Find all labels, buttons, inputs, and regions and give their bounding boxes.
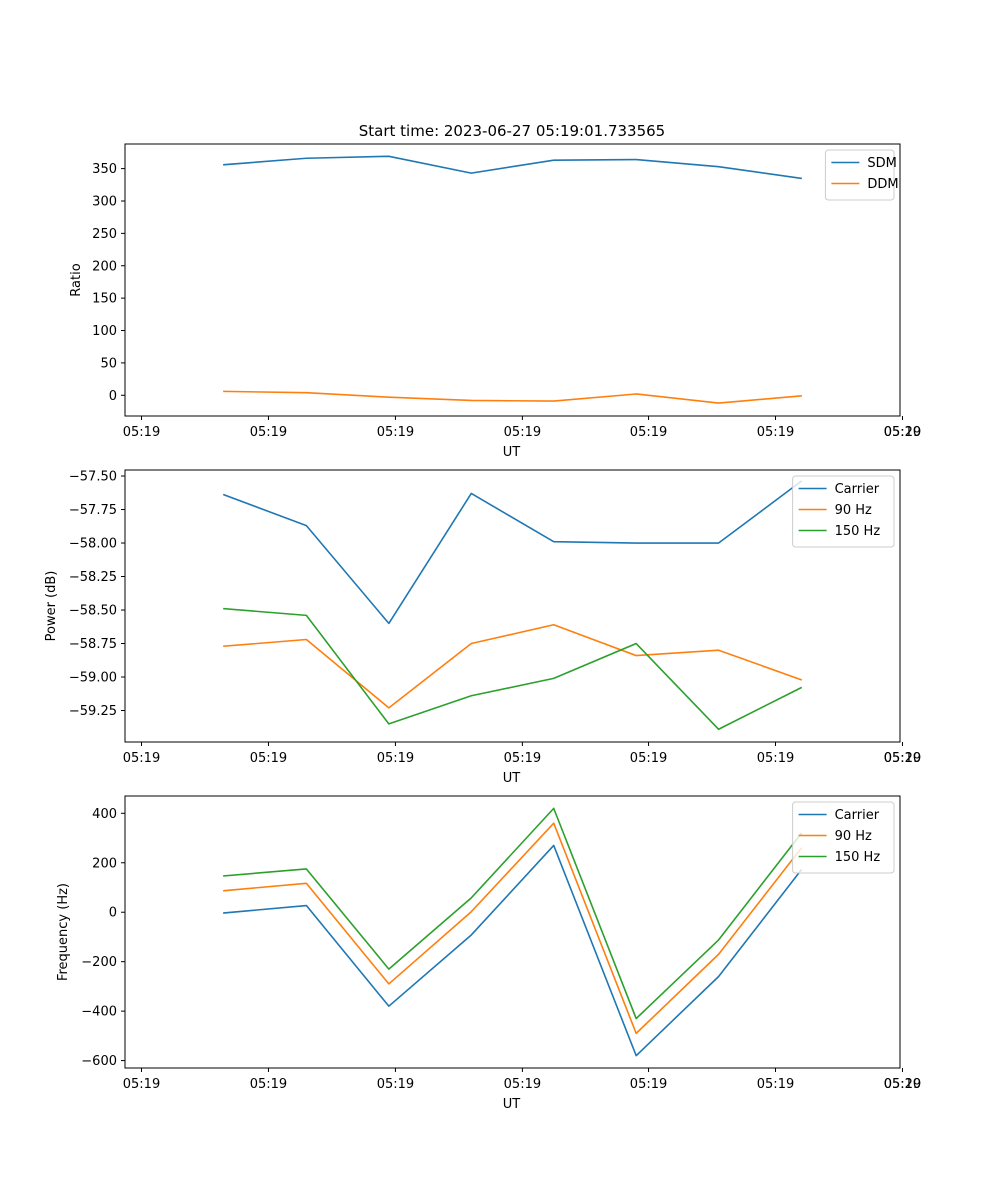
power-x-tick-label: 05:19 — [884, 751, 921, 766]
power-y-tick-label: −58.50 — [69, 604, 117, 619]
frequency-y-axis-label: Frequency (Hz) — [56, 883, 71, 981]
frequency-series-line-150-hz — [223, 807, 803, 1020]
power-x-tick-label: 05:19 — [757, 751, 794, 766]
ratio-x-tick-label: 05:19 — [377, 425, 414, 440]
ratio-x-tick-label: 05:19 — [504, 425, 541, 440]
power-y-tick-label: −58.00 — [69, 537, 117, 552]
power-legend-label: 150 Hz — [835, 524, 881, 539]
ratio-y-axis-label: Ratio — [69, 263, 84, 296]
power-x-tick-label: 05:20 — [884, 751, 921, 766]
power-series-line-carrier — [222, 480, 803, 625]
frequency-series-line-carrier — [223, 844, 803, 1057]
frequency-x-tick-label: 05:19 — [504, 1077, 541, 1092]
power-panel: 05:19 05:19 05:19 05:19 05:19 05:19 05:1905:20… — [44, 469, 921, 786]
ratio-axes-frame — [124, 143, 901, 417]
power-series-line-150-hz — [223, 607, 803, 731]
chart-title: Start time: 2023-06-27 05:19:01.733565 — [359, 122, 665, 140]
ratio-y-tick-label: 300 — [92, 194, 117, 209]
ratio-y-tick-label: 150 — [92, 292, 117, 307]
frequency-legend-box — [792, 801, 895, 874]
power-y-tick-label: −58.25 — [69, 570, 117, 585]
ratio-x-axis-label: UT — [503, 445, 521, 460]
frequency-x-tick-label: 05:19 — [884, 1077, 921, 1092]
frequency-legend-label: 90 Hz — [835, 829, 872, 844]
frequency-y-tick-label: −600 — [81, 1054, 117, 1069]
power-x-tick-label: 05:19 — [123, 751, 160, 766]
ratio-legend-label: SDM — [867, 156, 896, 171]
ratio-x-tick-label: 05:19 — [250, 425, 287, 440]
power-x-tick-label: 05:19 — [630, 751, 667, 766]
power-x-axis-label: UT — [503, 771, 521, 786]
frequency-legend: Carrier 90 Hz 150 Hz — [792, 801, 895, 874]
power-y-tick-label: −57.50 — [69, 470, 117, 485]
power-legend-box — [792, 475, 895, 548]
power-y-tick-label: −57.75 — [69, 503, 117, 518]
frequency-y-tick-label: −400 — [81, 1005, 117, 1020]
ratio-x-tick-label: 05:19 — [123, 425, 160, 440]
power-legend-label: 90 Hz — [835, 503, 872, 518]
frequency-y-tick-label: −200 — [81, 955, 117, 970]
ratio-series-line-ddm — [223, 390, 802, 404]
frequency-x-tick-label: 05:19 — [377, 1077, 414, 1092]
frequency-y-tick-label: 200 — [92, 856, 117, 871]
frequency-panel: 05:19 05:19 05:19 05:19 05:19 05:19 05:1905:20… — [56, 795, 921, 1112]
frequency-x-tick-label: 05:20 — [884, 1077, 921, 1092]
ratio-y-tick-label: 0 — [109, 389, 117, 404]
power-x-tick-label: 05:19 — [250, 751, 287, 766]
ratio-panel: 05:19 05:19 05:19 05:19 05:19 05:19 05:1905:20… — [69, 143, 921, 460]
frequency-legend-label: Carrier — [835, 808, 880, 823]
ratio-x-tick-label: 05:19 — [630, 425, 667, 440]
power-y-axis-label: Power (dB) — [44, 571, 59, 642]
ratio-legend: SDM DDM — [824, 149, 899, 201]
ratio-x-tick-label: 05:20 — [884, 425, 921, 440]
power-x-tick-label: 05:19 — [504, 751, 541, 766]
frequency-axes-frame — [124, 795, 901, 1069]
ratio-y-tick-label: 350 — [92, 162, 117, 177]
ratio-y-tick-label: 200 — [92, 259, 117, 274]
frequency-legend-label: 150 Hz — [835, 850, 881, 865]
frequency-y-tick-label: 0 — [109, 906, 117, 921]
frequency-x-tick-label: 05:19 — [757, 1077, 794, 1092]
ratio-series-line-sdm — [223, 155, 802, 180]
frequency-x-tick-label: 05:19 — [123, 1077, 160, 1092]
frequency-y-tick-label: 400 — [92, 807, 117, 822]
ratio-y-tick-label: 50 — [100, 356, 117, 371]
frequency-x-axis-label: UT — [503, 1097, 521, 1112]
power-y-tick-label: −59.00 — [69, 671, 117, 686]
frequency-x-tick-label: 05:19 — [250, 1077, 287, 1092]
power-x-tick-label: 05:19 — [377, 751, 414, 766]
power-y-tick-label: −59.25 — [69, 704, 117, 719]
ratio-y-tick-label: 100 — [92, 324, 117, 339]
ratio-legend-label: DDM — [867, 177, 898, 192]
ratio-x-tick-label: 05:19 — [884, 425, 921, 440]
frequency-series-line-90-hz — [223, 822, 803, 1035]
ratio-y-tick-label: 250 — [92, 227, 117, 242]
ratio-x-tick-label: 05:19 — [757, 425, 794, 440]
frequency-x-tick-label: 05:19 — [630, 1077, 667, 1092]
power-series-line-90-hz — [223, 623, 803, 709]
power-legend-label: Carrier — [835, 482, 880, 497]
power-legend: Carrier 90 Hz 150 Hz — [792, 475, 895, 548]
power-y-tick-label: −58.75 — [69, 637, 117, 652]
power-axes-frame — [124, 469, 901, 743]
